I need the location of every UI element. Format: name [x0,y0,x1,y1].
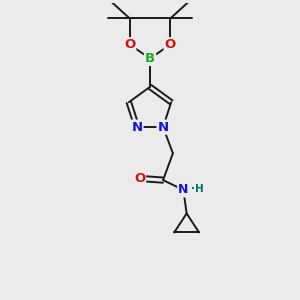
Text: N: N [131,121,142,134]
Text: O: O [124,38,135,51]
Text: N: N [158,121,169,134]
Text: O: O [134,172,145,185]
Text: N: N [178,183,188,196]
Text: ·H: ·H [190,184,203,194]
Text: O: O [165,38,176,51]
Text: B: B [145,52,155,65]
